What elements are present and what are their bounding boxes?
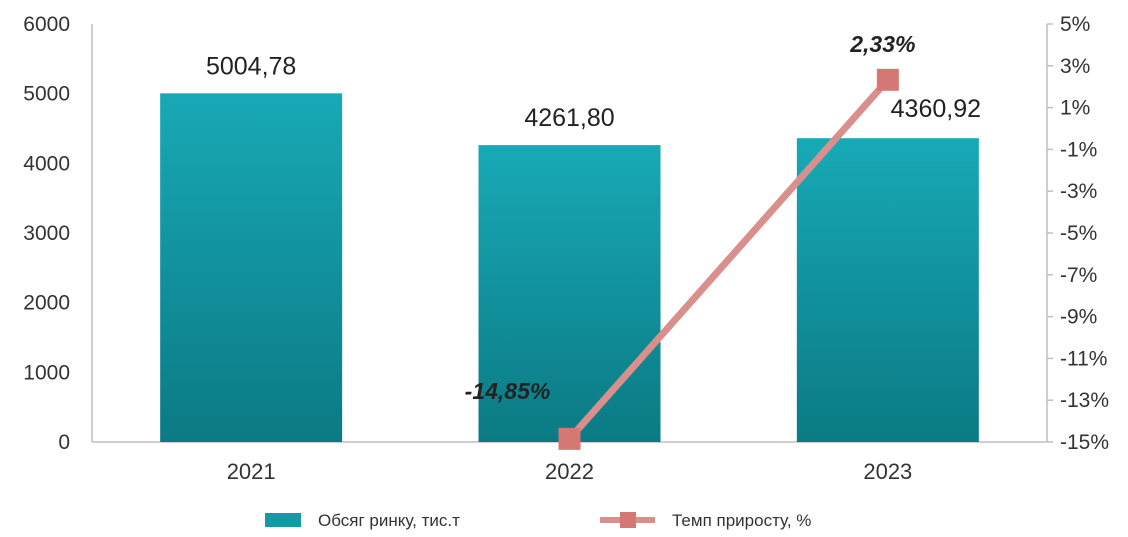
- data-labels: 5004,78 4261,80 4360,92 -14,85% 2,33%: [206, 31, 981, 404]
- legend-line-label: Темп приросту, %: [672, 511, 811, 530]
- y-left-tick-label: 0: [58, 431, 70, 454]
- x-category-label: 2021: [227, 459, 276, 484]
- legend-bar-label: Обсяг ринку, тис.т: [318, 511, 460, 530]
- growth-value-label: 2,33%: [849, 31, 915, 57]
- y-left-tick-label: 3000: [23, 222, 70, 245]
- y-left-tick-label: 2000: [23, 292, 70, 315]
- legend-line-marker: [620, 512, 636, 528]
- bar: [160, 93, 343, 443]
- bar-value-label: 4360,92: [891, 95, 981, 123]
- y-right-tick-label: -7%: [1060, 264, 1097, 287]
- bar-series: [160, 93, 979, 443]
- bar: [478, 145, 661, 442]
- x-category-label: 2023: [863, 459, 912, 484]
- y-right-tick-label: -13%: [1060, 389, 1109, 412]
- growth-value-label: -14,85%: [465, 378, 551, 404]
- y-left-tick-label: 5000: [23, 83, 70, 106]
- x-category-label: 2022: [545, 459, 594, 484]
- y-right-tick-label: 5%: [1060, 13, 1090, 36]
- y-right-tick-label: -5%: [1060, 222, 1097, 245]
- y-right-tick-label: -1%: [1060, 138, 1097, 161]
- y-right-tick-label: -15%: [1060, 431, 1109, 454]
- y-right-tick-label: 3%: [1060, 55, 1090, 78]
- legend: Обсяг ринку, тис.т Темп приросту, %: [265, 511, 811, 530]
- line-series: [558, 68, 899, 450]
- legend-bar-swatch: [265, 513, 301, 527]
- axes: 0 1000 2000 3000 4000 5000 6000 -15% -13% -11% -9%…: [23, 13, 1109, 484]
- y-left-tick-label: 6000: [23, 13, 70, 36]
- y-right-tick-label: -9%: [1060, 306, 1097, 329]
- bar-value-label: 5004,78: [206, 52, 296, 80]
- growth-point: [558, 427, 581, 450]
- growth-line: [566, 77, 891, 442]
- y-right-tick-label: -3%: [1060, 180, 1097, 203]
- bar-value-label: 4261,80: [524, 104, 614, 132]
- y-right-tick-label: -11%: [1060, 347, 1107, 370]
- growth-point: [876, 68, 899, 91]
- bar: [796, 138, 979, 442]
- y-left-tick-label: 1000: [23, 361, 70, 384]
- y-right-tick-label: 1%: [1060, 97, 1090, 120]
- y-left-tick-label: 4000: [23, 152, 70, 175]
